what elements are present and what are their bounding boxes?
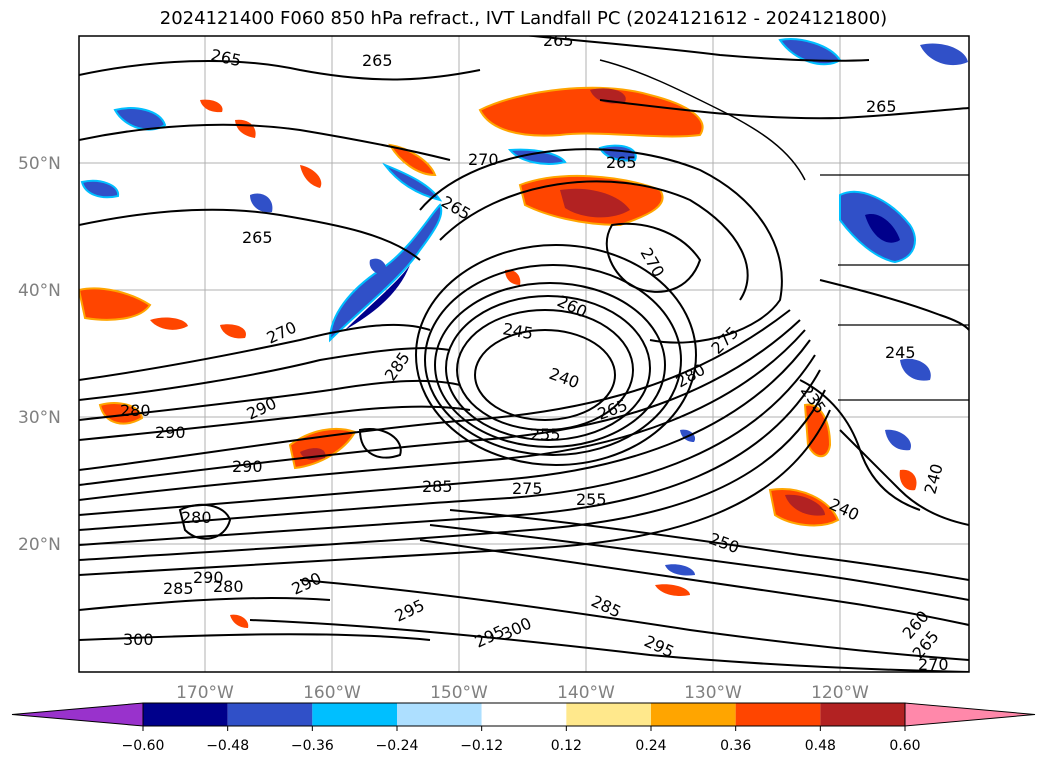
colorbar-tick-label: 0.36 bbox=[720, 738, 751, 754]
colorbar-tick-label: −0.60 bbox=[122, 738, 165, 754]
contour-lines bbox=[79, 36, 969, 672]
contour-label: 290 bbox=[232, 457, 263, 476]
lat-label: 30°N bbox=[18, 408, 61, 428]
latitude-labels: 50°N 40°N 30°N 20°N bbox=[18, 154, 61, 555]
colorbar-segment bbox=[566, 703, 651, 726]
contour-label: 270 bbox=[918, 655, 949, 674]
contour-label: 280 bbox=[213, 577, 244, 596]
lon-label: 120°W bbox=[811, 683, 869, 703]
contour-label: 275 bbox=[512, 479, 543, 498]
colorbar-segment bbox=[143, 703, 228, 726]
contour-label: 265 bbox=[606, 153, 637, 172]
lat-label: 20°N bbox=[18, 535, 61, 555]
colorbar-tick-label: 0.12 bbox=[551, 738, 582, 754]
lat-label: 40°N bbox=[18, 281, 61, 301]
map-border bbox=[78, 35, 970, 673]
colorbar-segment bbox=[397, 703, 482, 726]
map-title: 2024121400 F060 850 hPa refract., IVT La… bbox=[159, 8, 888, 29]
contour-label: 300 bbox=[123, 630, 154, 649]
contour-label: 285 bbox=[163, 579, 194, 598]
colorbar-segment bbox=[651, 703, 736, 726]
contour-label: 280 bbox=[181, 508, 212, 527]
longitude-labels: 170°W 160°W 150°W 140°W 130°W 120°W bbox=[176, 683, 869, 703]
colorbar-tick-labels: −0.60 −0.48 −0.36 −0.24 −0.12 0.12 0.24 0.36 0.4… bbox=[122, 726, 921, 754]
contour-label: 285 bbox=[422, 477, 453, 496]
contour-label: 290 bbox=[193, 568, 224, 587]
colorbar-tick-label: −0.24 bbox=[376, 738, 419, 754]
colorbar-segment bbox=[227, 703, 313, 726]
colorbar-extend-low bbox=[11, 702, 144, 727]
contour-label: 265 bbox=[242, 228, 273, 247]
shaded-anomaly-areas bbox=[79, 38, 968, 628]
lon-label: 170°W bbox=[176, 683, 234, 703]
contour-label: 255 bbox=[530, 425, 561, 444]
contour-label: 265 bbox=[866, 97, 897, 116]
colorbar-tick-label: −0.36 bbox=[291, 738, 334, 754]
contour-label: 280 bbox=[120, 401, 151, 420]
colorbar bbox=[11, 702, 1036, 727]
contour-label: 290 bbox=[155, 423, 186, 442]
colorbar-border bbox=[142, 702, 906, 727]
colorbar-tick-label: 0.48 bbox=[805, 738, 836, 754]
colorbar-segment bbox=[312, 703, 397, 726]
contour-label: 255 bbox=[576, 490, 607, 509]
contour-label: 270 bbox=[468, 150, 499, 169]
colorbar-tick-label: 0.60 bbox=[889, 738, 920, 754]
colorbar-segment bbox=[820, 703, 905, 726]
colorbar-tick-label: 0.24 bbox=[635, 738, 666, 754]
colorbar-segment bbox=[481, 703, 567, 726]
contour-label: 265 bbox=[543, 31, 574, 50]
contour-label: 245 bbox=[885, 343, 916, 362]
contour-label: 265 bbox=[362, 51, 393, 70]
colorbar-tick-label: −0.12 bbox=[460, 738, 503, 754]
colorbar-segment bbox=[735, 703, 821, 726]
colorbar-tick-label: −0.48 bbox=[206, 738, 249, 754]
colorbar-extend-high bbox=[904, 702, 1036, 727]
lon-label: 160°W bbox=[303, 683, 361, 703]
lon-label: 140°W bbox=[557, 683, 615, 703]
graticule bbox=[79, 36, 969, 672]
lon-label: 150°W bbox=[430, 683, 488, 703]
lon-label: 130°W bbox=[684, 683, 742, 703]
lat-label: 50°N bbox=[18, 154, 61, 174]
